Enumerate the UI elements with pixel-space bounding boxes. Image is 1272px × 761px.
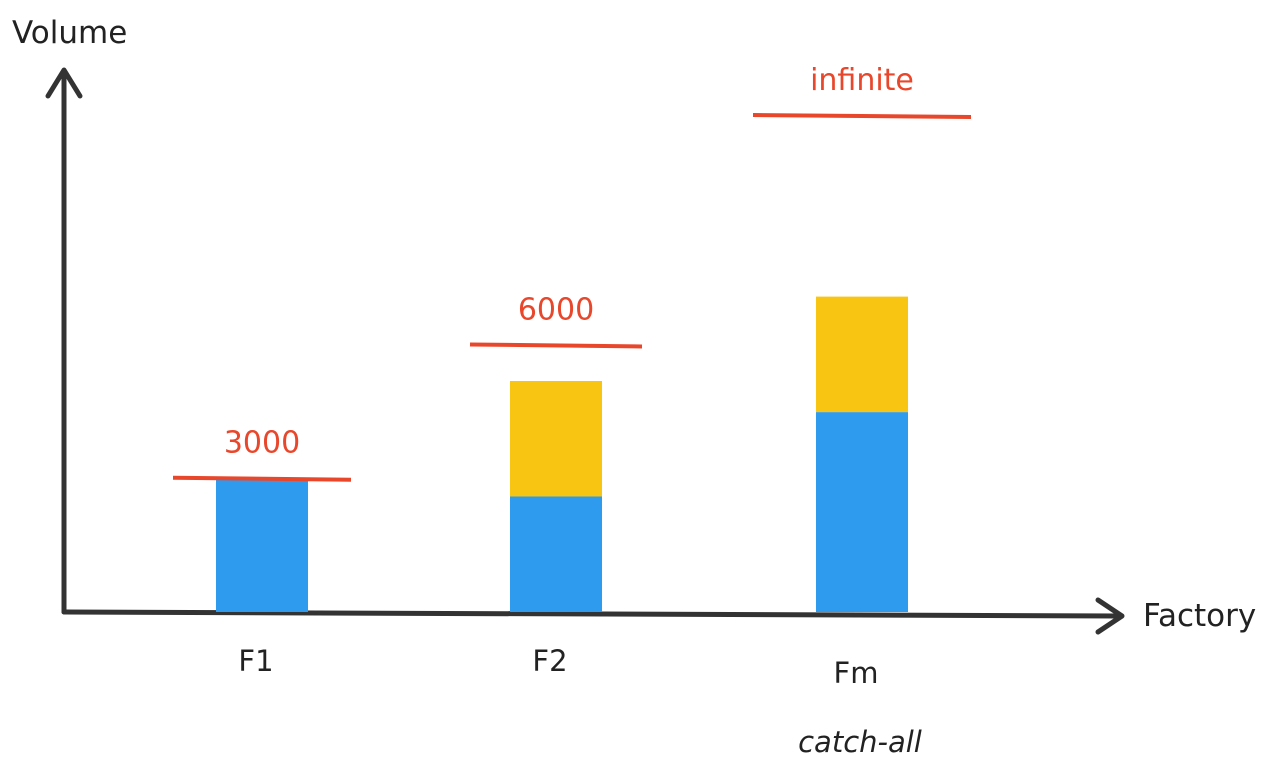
category-label-f1: F1 — [238, 644, 273, 678]
bar-f1-segment-1 — [216, 478, 308, 612]
x-axis-label: Factory — [1143, 598, 1256, 634]
y-axis-arrowhead — [45, 67, 83, 99]
capacity-label-f1: 3000 — [224, 426, 300, 461]
bar-fm-segment-2 — [816, 296, 908, 413]
x-axis — [61, 609, 1121, 619]
bar-f2-segment-1 — [510, 496, 602, 612]
capacity-label-fm: infinite — [810, 63, 914, 98]
y-axis-label: Volume — [12, 15, 127, 51]
x-axis-arrowhead — [1095, 597, 1125, 635]
category-label-fm: Fm — [834, 656, 879, 690]
category-labels: F1 F2 Fm catch-all — [238, 644, 921, 759]
category-note-fm: catch-all — [798, 725, 922, 759]
bar-f2-segment-2 — [510, 381, 602, 497]
capacity-markers: 3000 6000 infinite — [172, 63, 972, 482]
capacity-line-fm — [752, 113, 972, 119]
category-label-f2: F2 — [532, 644, 567, 678]
capacity-line-f2 — [469, 342, 643, 349]
bars — [216, 296, 908, 612]
bar-fm-segment-1 — [816, 412, 908, 612]
capacity-label-f2: 6000 — [518, 292, 594, 327]
capacity-line-f1 — [172, 475, 352, 482]
